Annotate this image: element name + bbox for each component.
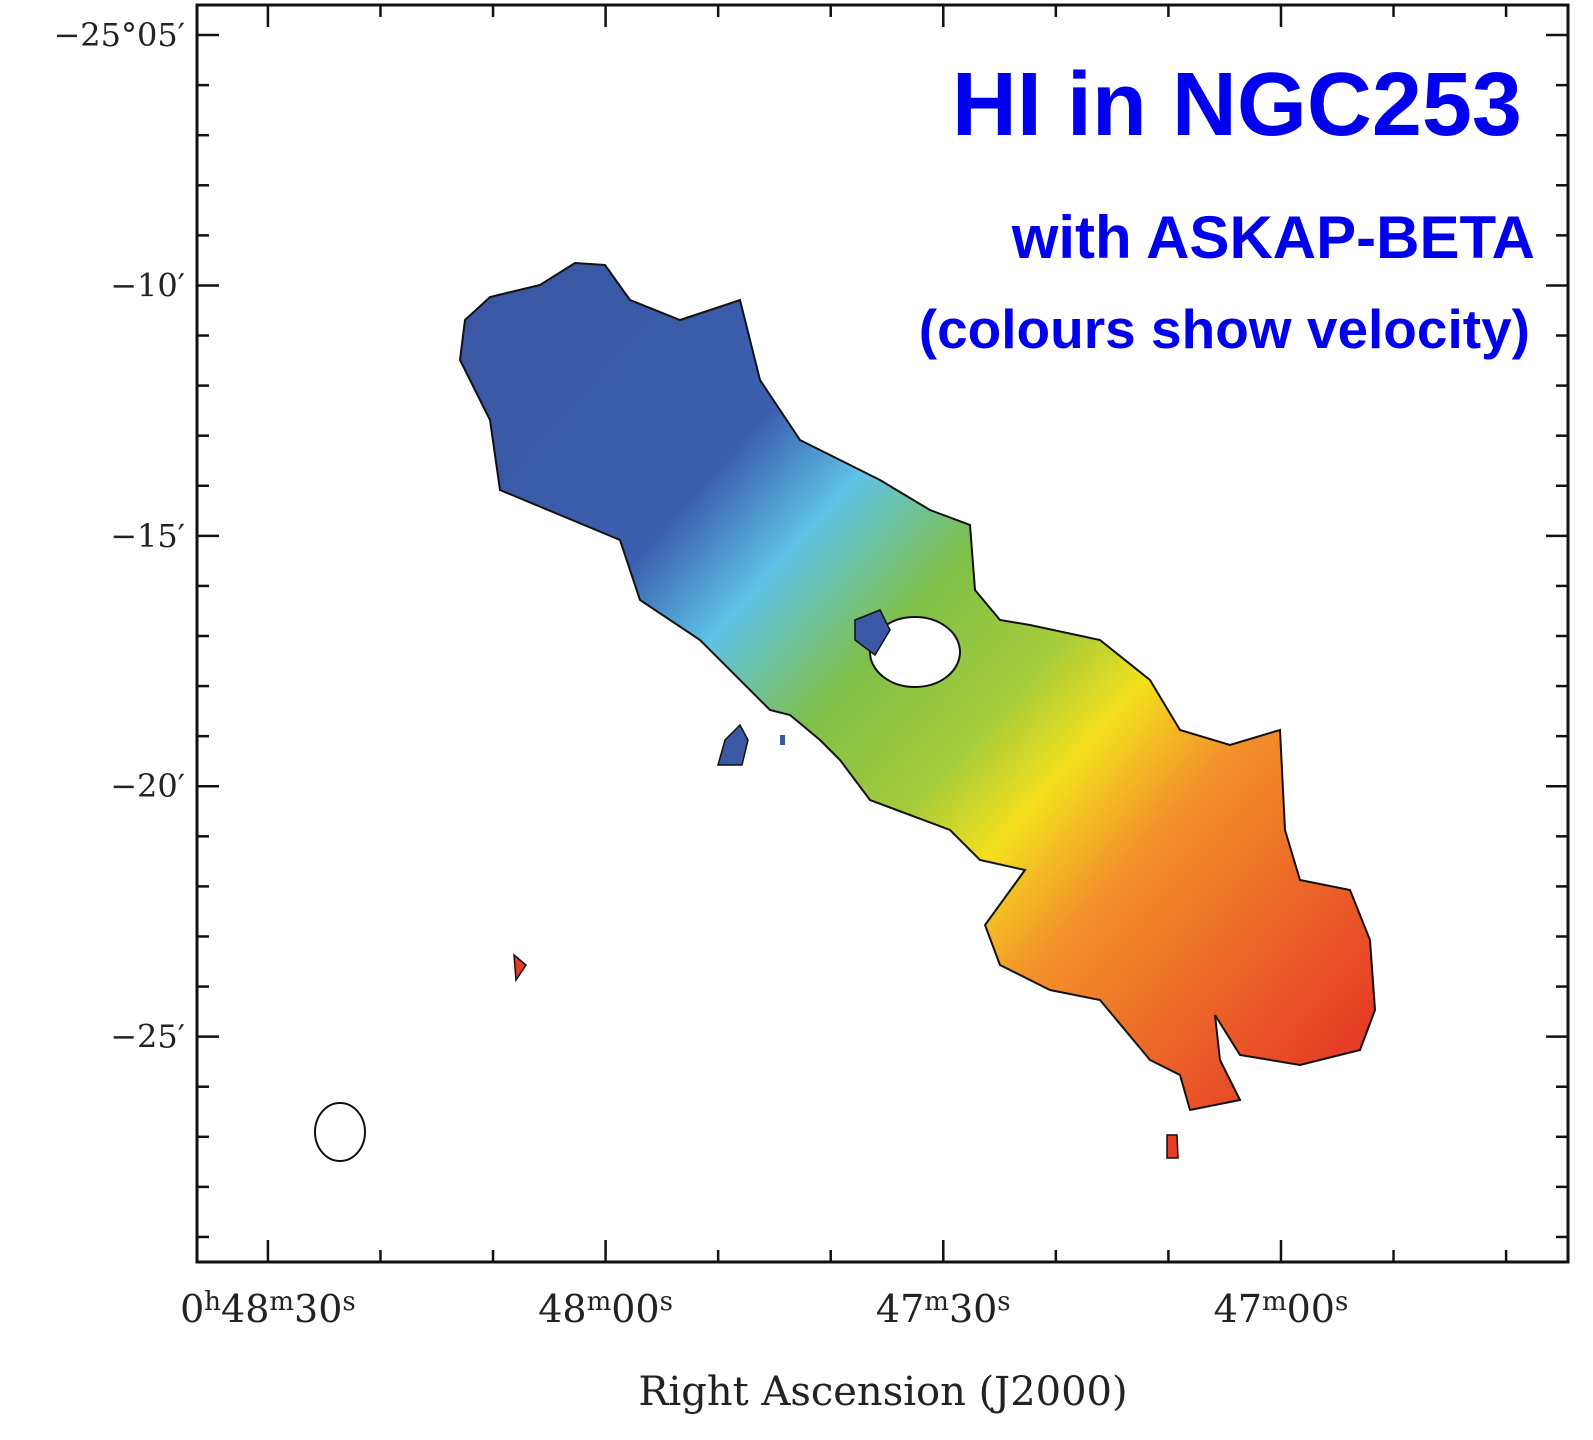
x-axis-label: Right Ascension (J2000) [638,1369,1127,1415]
y-tick-label: −25°05′ [53,16,185,54]
x-tick-label: 48m00s [538,1287,673,1331]
blob [717,723,749,766]
y-tick-label: −15′ [110,517,185,555]
title: HI in NGC253 [952,55,1522,155]
blob [854,609,891,657]
blob [780,735,785,745]
x-tick-label: 47m00s [1214,1287,1349,1331]
x-tick-label: 47m30s [876,1287,1011,1331]
subtitle: (colours show velocity) [919,298,1530,360]
subtitle: with ASKAP-BETA [1011,204,1535,271]
velocity-map [314,261,1377,1162]
y-tick-label: −10′ [110,266,185,304]
blob [1166,1134,1179,1159]
beam [314,1102,366,1162]
y-tick-label: −20′ [110,767,185,805]
frame [195,3,1570,1264]
x-tick-label: 0h48m30s [180,1287,356,1331]
blob [513,953,527,983]
y-tick-label: −25′ [110,1018,185,1056]
